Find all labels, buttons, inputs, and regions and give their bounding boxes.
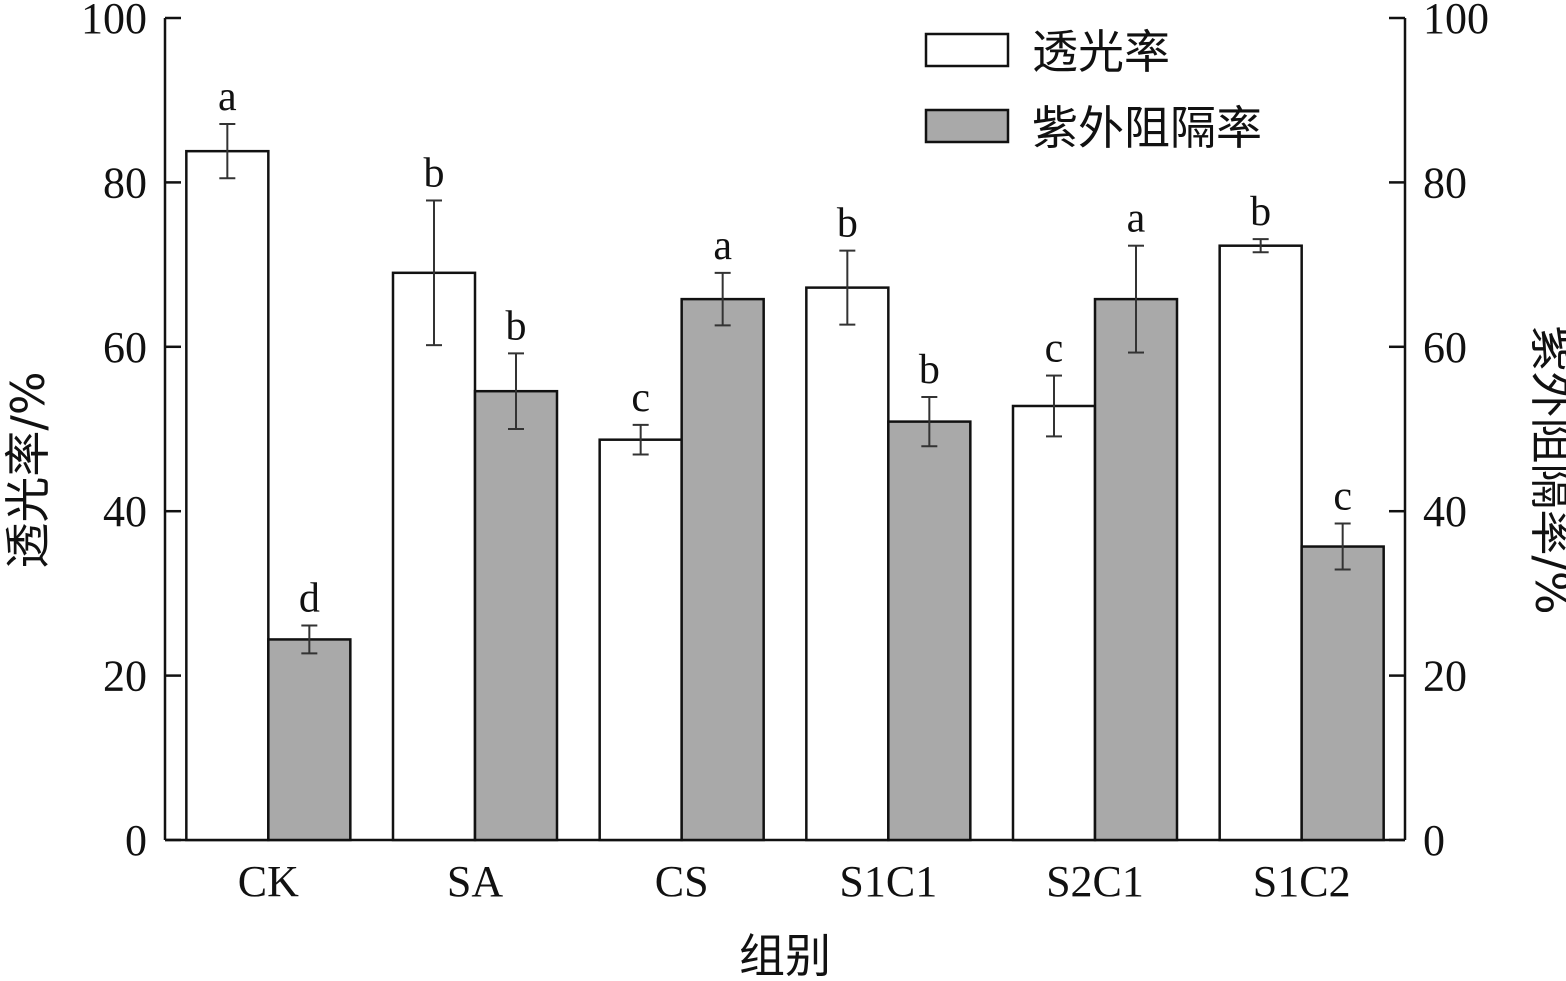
bar-transmittance [1218, 244, 1303, 842]
bar-transmittance [598, 438, 683, 842]
category-label: S2C1 [1046, 857, 1144, 906]
category-label: SA [447, 857, 503, 906]
category-labels: CK SA CS S1C1 S2C1 S1C2 [238, 857, 1351, 906]
significance-letter: a [1127, 196, 1146, 242]
significance-letter: a [218, 74, 237, 120]
bar-uv-blocking [473, 389, 559, 842]
bar-uv-blocking [1300, 545, 1385, 842]
y-tick-label-right: 100 [1423, 0, 1489, 43]
legend-label-uv-blocking: 紫外阻隔率 [1032, 101, 1262, 155]
y-axis-title-left: 透光率/% [1, 371, 55, 568]
y-tick-label-right: 20 [1423, 652, 1467, 701]
legend: 透光率 紫外阻隔率 [924, 25, 1262, 155]
y-tick-label-right: 60 [1423, 323, 1467, 372]
y-tick-label-left: 0 [125, 816, 147, 865]
significance-letter: b [424, 150, 445, 196]
y-tick-label-left: 40 [103, 487, 147, 536]
y-tick-label-left: 60 [103, 323, 147, 372]
significance-letter: c [631, 375, 650, 421]
significance-letter: a [713, 223, 732, 269]
bars [185, 149, 1385, 842]
legend-swatch-transmittance [924, 32, 1010, 68]
y-axis-title-right: 紫外阻隔率/% [1525, 325, 1566, 614]
bar-uv-blocking [680, 297, 765, 842]
significance-letter: b [919, 347, 940, 393]
significance-labels: a d b b c a b b c a b c [218, 74, 1352, 621]
significance-letter: b [506, 303, 527, 349]
legend-label-transmittance: 透光率 [1032, 25, 1170, 79]
category-label: CK [238, 857, 299, 906]
bar-transmittance [1011, 404, 1097, 842]
legend-swatch-uv-blocking [924, 108, 1010, 144]
bar-uv-blocking [887, 420, 972, 842]
bar-transmittance [185, 149, 270, 842]
x-axis-title: 组别 [739, 929, 831, 981]
axes [163, 16, 1407, 842]
y-tick-label-left: 100 [81, 0, 147, 43]
error-bars [219, 123, 1351, 655]
y-tick-label-right: 40 [1423, 487, 1467, 536]
bar-uv-blocking [1093, 297, 1179, 842]
significance-letter: c [1045, 326, 1064, 372]
significance-letter: d [299, 575, 320, 621]
y-tick-label-left: 80 [103, 158, 147, 207]
tick-labels: 0 20 40 60 80 100 0 20 40 60 80 100 [81, 0, 1489, 865]
category-label: CS [655, 857, 709, 906]
significance-letter: c [1333, 474, 1352, 520]
category-label: S1C1 [839, 857, 937, 906]
bar-uv-blocking [267, 638, 352, 842]
bar-transmittance [805, 286, 890, 842]
bar-transmittance [391, 271, 477, 842]
y-tick-label-left: 20 [103, 652, 147, 701]
category-label: S1C2 [1253, 857, 1351, 906]
y-tick-label-right: 0 [1423, 816, 1445, 865]
y-tick-label-right: 80 [1423, 158, 1467, 207]
significance-letter: b [1250, 189, 1271, 235]
significance-letter: b [837, 201, 858, 247]
